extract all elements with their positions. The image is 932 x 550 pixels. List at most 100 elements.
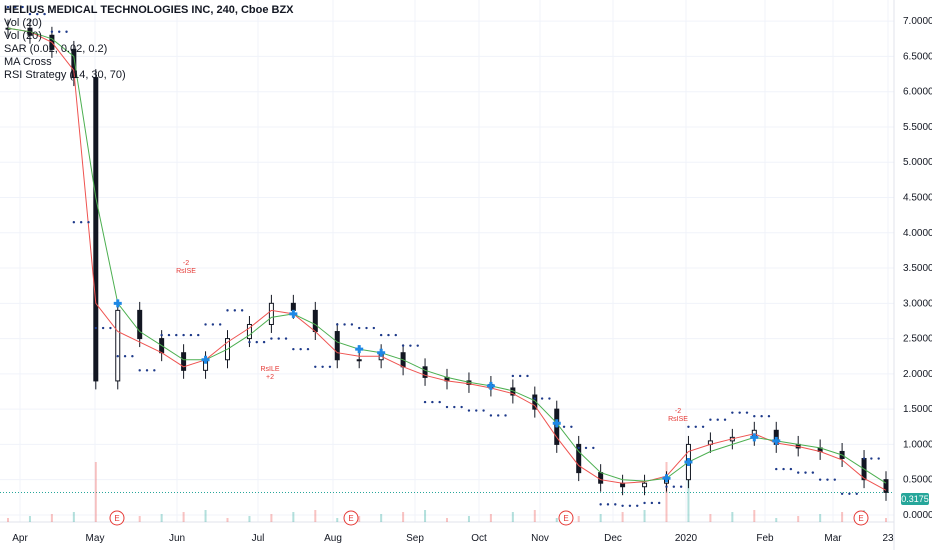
sar-dot — [233, 309, 237, 312]
sar-dot — [548, 397, 551, 400]
volume-bar — [665, 462, 668, 522]
sar-dot — [855, 492, 858, 495]
signal-label: RsISE — [668, 416, 688, 423]
candle-body — [312, 309, 318, 333]
candle-body — [115, 309, 121, 382]
sar-dot — [145, 369, 149, 372]
volume-bar — [577, 516, 580, 522]
sar-dot — [28, 12, 32, 16]
volume-bar — [7, 518, 9, 522]
volume-bar — [885, 518, 887, 522]
sar-dot — [482, 409, 485, 412]
y-tick-label: 1.5000 — [903, 404, 932, 415]
earnings-label: E — [563, 514, 568, 523]
volume-bar — [314, 510, 317, 522]
legend-sar[interactable]: SAR (0.02, 0.02, 0.2) — [4, 43, 108, 55]
sar-dot — [716, 418, 719, 421]
sar-dot — [511, 374, 515, 378]
volume-bar — [402, 512, 405, 522]
candle-body — [598, 472, 604, 484]
volume-bar — [94, 462, 97, 522]
candle-body — [181, 352, 187, 371]
sar-dot — [379, 333, 383, 337]
candle-body — [334, 331, 340, 361]
sar-dot — [72, 221, 76, 224]
x-tick-label: Jun — [169, 533, 185, 544]
sar-dot — [782, 467, 785, 471]
sar-dot — [826, 478, 829, 481]
ma-cross-marker — [289, 309, 298, 318]
sar-dot — [226, 309, 229, 312]
sar-dot — [445, 405, 449, 409]
y-tick-label: 2.0000 — [903, 369, 932, 380]
sar-dot — [409, 344, 412, 347]
sar-dot — [314, 365, 317, 369]
sar-dot — [475, 409, 478, 412]
candle-body — [576, 443, 582, 474]
sar-dot — [745, 411, 749, 414]
sar-dot — [204, 323, 207, 326]
candle-body — [620, 482, 626, 488]
sar-dot — [21, 5, 24, 9]
sar-dot — [36, 12, 39, 16]
sar-dot — [504, 414, 507, 417]
volume-bar — [511, 512, 514, 522]
volume-bar — [292, 512, 295, 522]
sar-dot — [167, 333, 171, 337]
earnings-marker — [109, 510, 125, 526]
sar-dot — [284, 337, 288, 340]
sar-dot — [723, 418, 727, 421]
candle-body — [71, 48, 77, 79]
sar-dot — [789, 467, 793, 471]
sar-dot — [540, 397, 544, 400]
sar-dot — [211, 323, 215, 326]
sar-dot — [153, 369, 156, 372]
sar-dot — [731, 411, 734, 414]
legend-ma-cross[interactable]: MA Cross — [4, 56, 52, 68]
sar-dot — [570, 425, 573, 428]
volume-bar — [204, 510, 207, 522]
earnings-marker — [558, 510, 574, 526]
slow-ma-line — [7, 27, 887, 484]
y-tick-label: 0.0000 — [903, 510, 932, 521]
y-tick-label: 6.0000 — [903, 87, 932, 98]
sar-dot — [423, 400, 427, 404]
candle-body — [137, 309, 143, 340]
sar-dot — [818, 478, 822, 481]
sar-dot — [87, 221, 90, 224]
sar-dot — [840, 492, 844, 495]
sar-dot — [116, 355, 119, 358]
sar-dot — [240, 309, 244, 312]
sar-dot — [343, 323, 346, 326]
ma-cross-marker — [684, 458, 693, 467]
volume-bar — [687, 462, 690, 522]
earnings-marker — [343, 510, 359, 526]
earnings-marker — [853, 510, 869, 526]
earnings-label: E — [348, 514, 353, 523]
sar-dot — [438, 400, 441, 404]
volume-bar — [533, 510, 536, 522]
legend-vol-1[interactable]: Vol (20) — [4, 17, 42, 29]
sar-dot — [365, 326, 368, 330]
sar-dot — [533, 397, 536, 400]
volume-bar — [336, 518, 339, 522]
legend-rsi-strategy[interactable]: RSI Strategy (14, 30, 70) — [4, 69, 126, 81]
x-tick-label: Apr — [12, 533, 28, 544]
sar-dot — [182, 333, 185, 337]
ma-cross-marker — [113, 299, 122, 308]
legend-vol-2[interactable]: Vol (20) — [4, 30, 42, 42]
candle-body — [268, 302, 274, 325]
sar-dot — [679, 485, 683, 488]
sar-dot — [321, 365, 324, 369]
y-tick-label: 0.5000 — [903, 475, 932, 486]
sar-dot — [431, 400, 434, 404]
sar-dot — [138, 369, 141, 372]
sar-dot — [650, 501, 654, 505]
sar-dot — [255, 340, 258, 344]
sar-dot — [606, 503, 610, 506]
y-tick-label: 7.0000 — [903, 16, 932, 27]
y-tick-label: 4.0000 — [903, 228, 932, 239]
volume-bar — [226, 518, 229, 522]
